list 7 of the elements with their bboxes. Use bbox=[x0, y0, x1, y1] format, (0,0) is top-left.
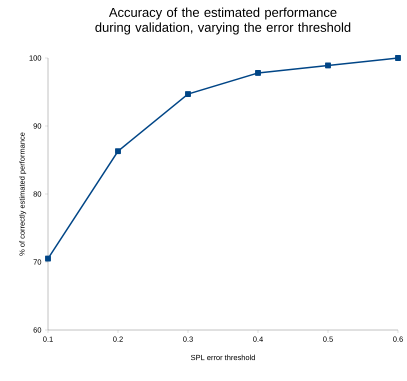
chart-title: Accuracy of the estimated performance during validation, varying the error threshold bbox=[95, 7, 350, 35]
point bbox=[255, 70, 261, 76]
point bbox=[325, 62, 331, 68]
point bbox=[185, 91, 191, 97]
point bbox=[115, 148, 121, 154]
point bbox=[45, 256, 51, 262]
point bbox=[395, 55, 401, 61]
